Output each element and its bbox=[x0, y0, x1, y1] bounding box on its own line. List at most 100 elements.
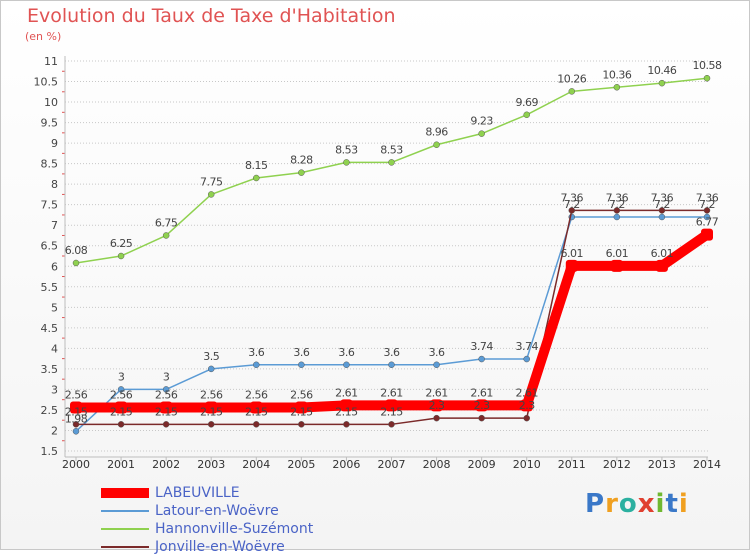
data-point bbox=[343, 159, 350, 166]
data-point bbox=[388, 159, 395, 166]
data-label: 9.69 bbox=[515, 96, 538, 109]
data-point bbox=[70, 401, 82, 414]
data-label: 3 bbox=[163, 370, 170, 383]
data-point bbox=[117, 421, 125, 428]
y-tick-label: 9 bbox=[51, 137, 58, 150]
data-label: 10.58 bbox=[693, 59, 722, 72]
data-label: 2.56 bbox=[110, 388, 133, 401]
data-point bbox=[72, 428, 80, 435]
data-point bbox=[253, 361, 260, 369]
legend-swatch bbox=[101, 510, 149, 512]
chart-title: Evolution du Taux de Taxe d'Habitation bbox=[27, 5, 396, 27]
data-point bbox=[565, 259, 578, 272]
data-label: 7.36 bbox=[561, 191, 584, 204]
data-label: 2.15 bbox=[335, 405, 358, 418]
data-label: 8.53 bbox=[380, 143, 403, 156]
data-label: 3.6 bbox=[429, 346, 445, 359]
data-label: 6.01 bbox=[651, 247, 674, 260]
data-point bbox=[658, 79, 666, 87]
data-label: 10.26 bbox=[557, 72, 586, 85]
y-tick-label: 6.5 bbox=[41, 240, 59, 253]
legend-label: Jonville-en-Woëvre bbox=[155, 539, 285, 555]
data-point bbox=[655, 259, 668, 272]
x-tick-label: 2007 bbox=[378, 458, 406, 471]
data-point bbox=[298, 421, 305, 428]
logo-letter: i bbox=[655, 489, 666, 519]
legend: LABEUVILLE Latour-en-Woëvre Hannonville-Su… bbox=[101, 484, 313, 556]
y-tick-label: 4 bbox=[51, 342, 58, 355]
data-label: 6.77 bbox=[696, 216, 719, 229]
data-point bbox=[478, 355, 485, 363]
data-label: 7.36 bbox=[696, 191, 719, 204]
x-tick-label: 2000 bbox=[62, 458, 90, 471]
legend-label: Latour-en-Woëvre bbox=[155, 503, 279, 519]
logo-letter: o bbox=[618, 489, 638, 519]
legend-item: Jonville-en-Woëvre bbox=[101, 538, 313, 556]
data-point bbox=[433, 141, 440, 148]
x-tick-label: 2013 bbox=[648, 458, 676, 471]
data-point bbox=[475, 399, 488, 412]
logo-letter: P bbox=[585, 489, 606, 519]
x-tick-label: 2009 bbox=[468, 458, 496, 471]
data-label: 2.61 bbox=[380, 386, 403, 399]
data-point bbox=[72, 421, 80, 428]
data-point bbox=[523, 355, 530, 363]
data-point bbox=[253, 174, 260, 182]
data-point bbox=[568, 207, 576, 214]
chart-unit: (en %) bbox=[25, 30, 62, 43]
data-point bbox=[205, 401, 218, 414]
data-point bbox=[162, 421, 170, 428]
data-label: 2.61 bbox=[425, 386, 448, 399]
logo-letter: x bbox=[637, 489, 656, 519]
data-label: 8.96 bbox=[425, 126, 448, 139]
logo-letter: t bbox=[665, 489, 679, 519]
data-label: 2.15 bbox=[110, 405, 133, 418]
y-tick-label: 6 bbox=[51, 260, 58, 273]
data-point bbox=[117, 252, 125, 260]
y-tick-label: 7.5 bbox=[41, 199, 59, 212]
x-tick-label: 2006 bbox=[332, 458, 360, 471]
data-label: 3.6 bbox=[248, 346, 264, 359]
data-label: 8.15 bbox=[245, 159, 268, 172]
y-tick-label: 10.5 bbox=[34, 76, 59, 89]
y-tick-label: 2 bbox=[51, 424, 58, 437]
data-label: 2.61 bbox=[515, 386, 538, 399]
data-label: 2.3 bbox=[474, 399, 490, 412]
data-label: 2.56 bbox=[155, 388, 178, 401]
data-label: 7.2 bbox=[699, 198, 715, 211]
data-point bbox=[388, 421, 395, 428]
x-tick-label: 2004 bbox=[242, 458, 270, 471]
x-tick-label: 2001 bbox=[107, 458, 135, 471]
data-label: 8.28 bbox=[290, 154, 313, 167]
data-point bbox=[298, 361, 305, 369]
y-tick-label: 1.5 bbox=[41, 445, 59, 458]
legend-swatch bbox=[101, 488, 149, 498]
data-label: 7.2 bbox=[609, 198, 625, 211]
data-point bbox=[295, 401, 308, 414]
data-point bbox=[523, 111, 530, 119]
data-point bbox=[115, 401, 128, 414]
data-point bbox=[703, 207, 711, 214]
y-tick-label: 8.5 bbox=[41, 158, 59, 171]
x-tick-label: 2012 bbox=[603, 458, 631, 471]
data-point bbox=[343, 361, 350, 369]
data-point bbox=[340, 399, 353, 412]
legend-swatch bbox=[101, 528, 149, 530]
y-tick-label: 5.5 bbox=[41, 281, 59, 294]
data-point bbox=[613, 213, 621, 221]
legend-label: LABEUVILLE bbox=[155, 485, 240, 501]
data-point bbox=[207, 365, 215, 373]
y-tick-label: 8 bbox=[51, 178, 58, 191]
y-tick-label: 2.5 bbox=[41, 404, 59, 417]
data-point bbox=[433, 414, 440, 422]
x-tick-label: 2008 bbox=[423, 458, 451, 471]
data-point bbox=[160, 401, 173, 414]
y-tick-label: 4.5 bbox=[41, 322, 59, 335]
data-point bbox=[388, 361, 395, 369]
data-point bbox=[478, 130, 485, 137]
data-point bbox=[703, 74, 711, 82]
x-tick-label: 2002 bbox=[152, 458, 180, 471]
data-label: 6.75 bbox=[155, 216, 178, 229]
data-point bbox=[701, 228, 713, 241]
